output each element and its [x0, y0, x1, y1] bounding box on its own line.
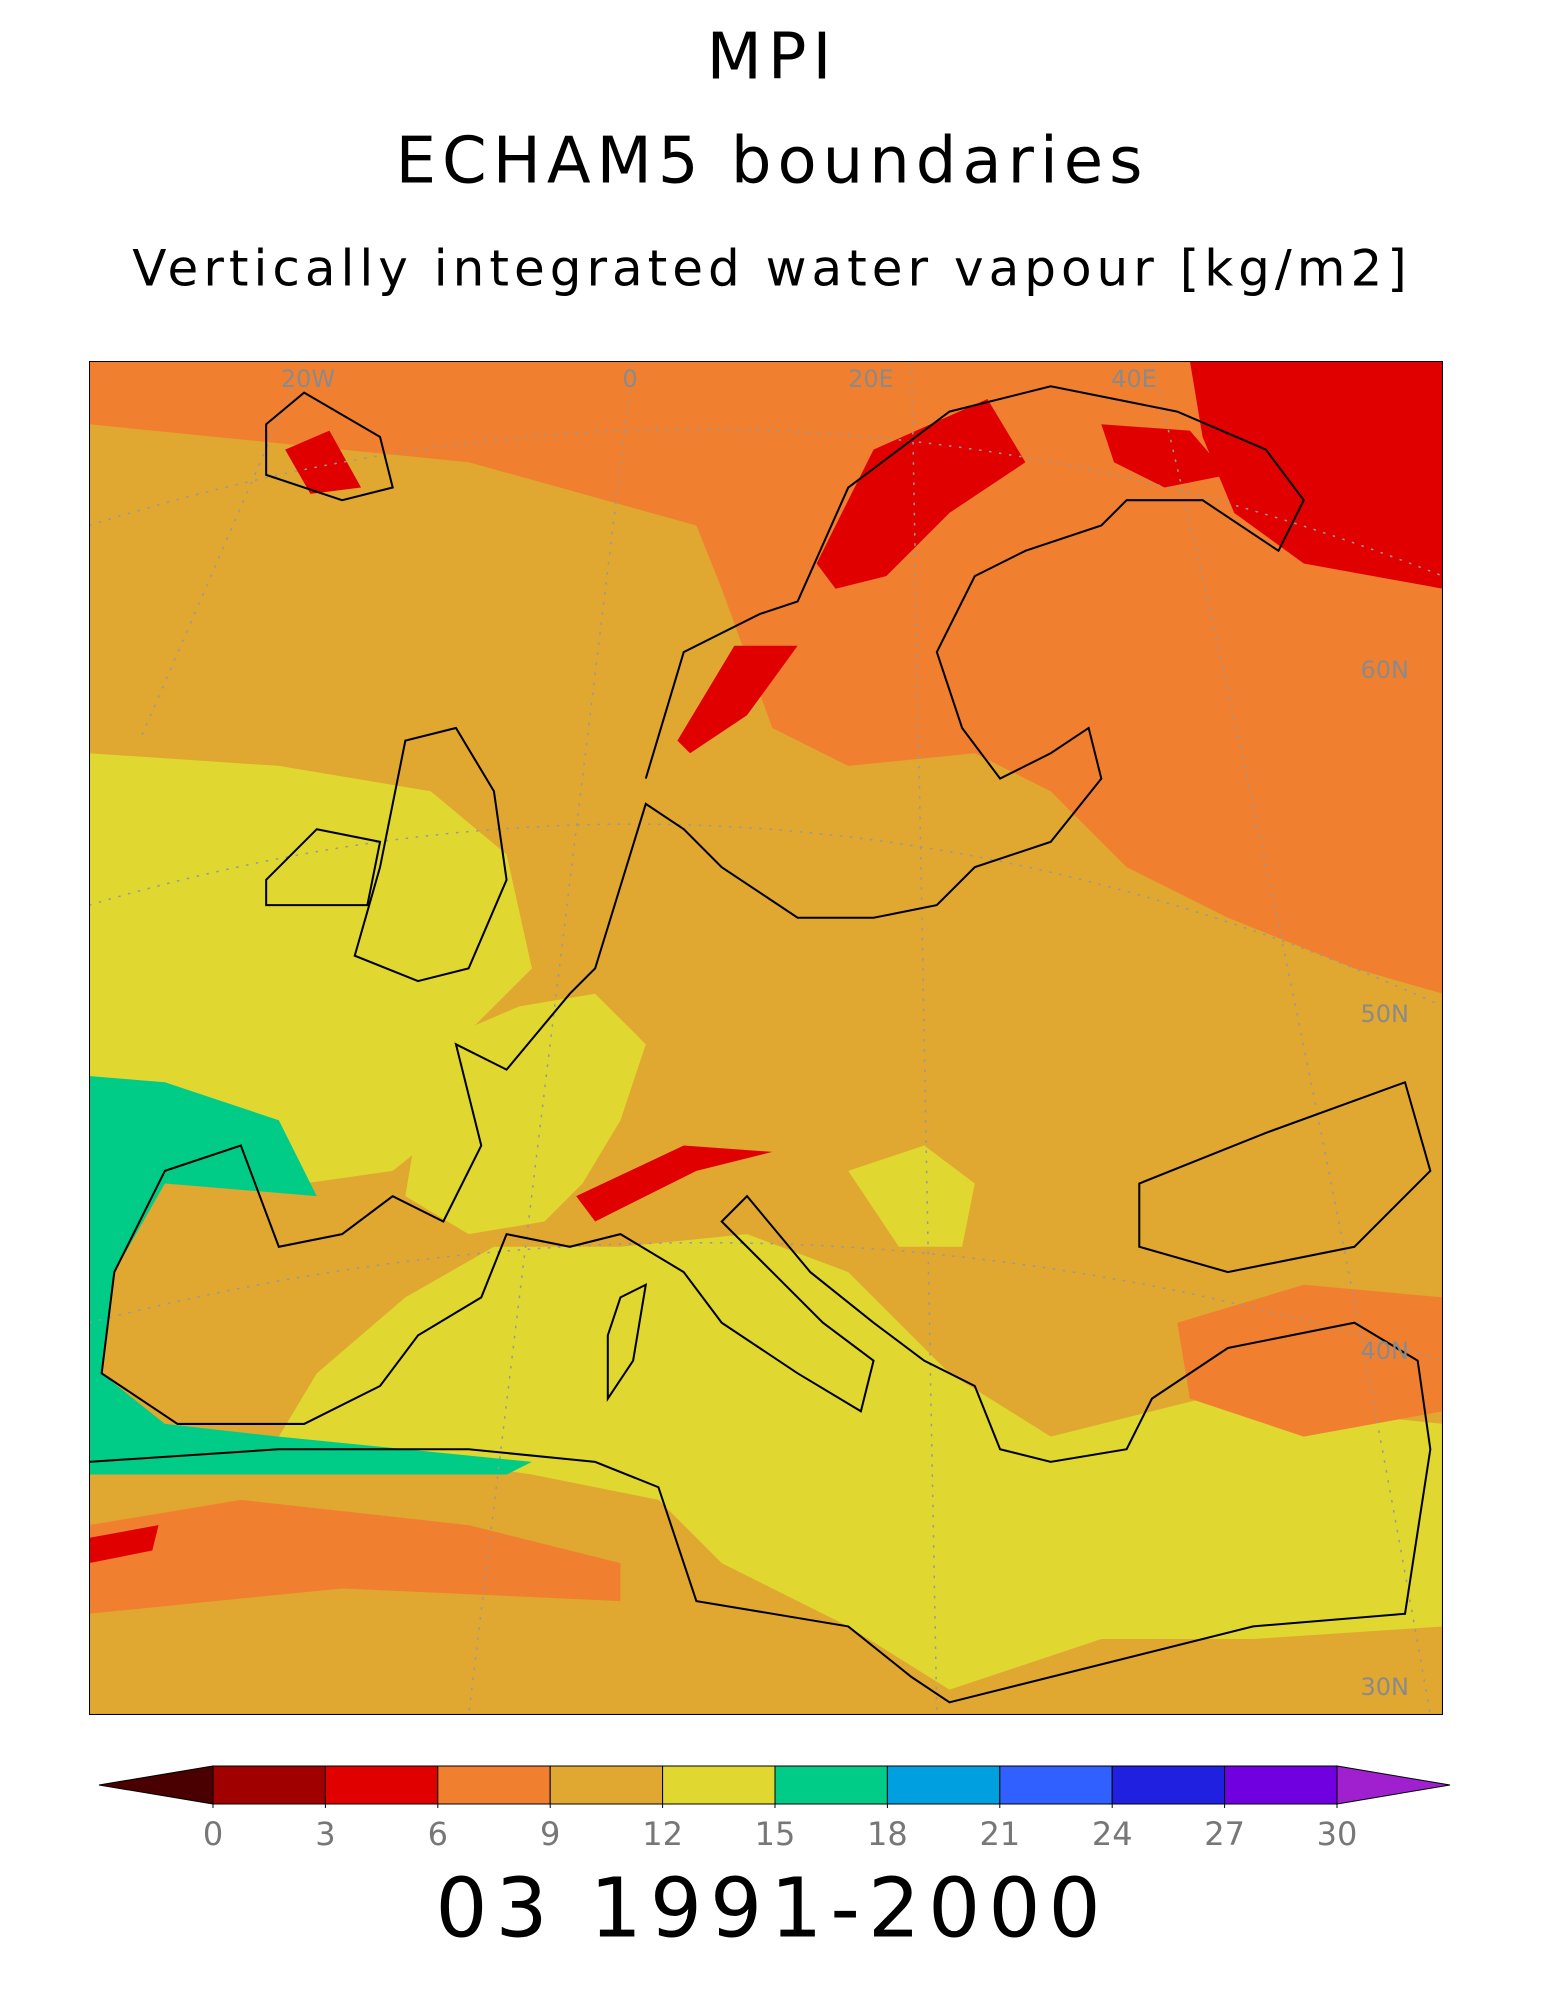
field	[89, 1075, 532, 1475]
field	[1101, 424, 1228, 488]
colorbar-under	[98, 1765, 214, 1805]
tick-label: 18	[867, 1815, 908, 1853]
tick-label: 30	[1317, 1815, 1358, 1853]
color-box	[437, 1765, 551, 1805]
tick-label: 0	[203, 1815, 223, 1853]
map	[89, 361, 1443, 1715]
coast	[353, 726, 508, 983]
field	[848, 1145, 975, 1247]
variable-label: Vertically integrated water vapour [kg/m…	[132, 240, 1412, 298]
graticule	[89, 361, 1443, 1715]
color-box	[1224, 1765, 1338, 1805]
meridian	[1151, 361, 1432, 1715]
period-label: 03 1991-2000	[435, 1861, 1108, 1956]
tick-label: 24	[1092, 1815, 1133, 1853]
field	[1189, 361, 1443, 589]
colorbar: 0 3 6 9 12 15 18 21 24 27 30	[98, 1765, 1451, 1853]
field	[1177, 1284, 1443, 1437]
graticule-label: 20E	[848, 365, 894, 393]
graticule-label: 40N	[1361, 1337, 1410, 1365]
subtitle: ECHAM5 boundaries	[396, 125, 1149, 199]
coast	[606, 1282, 648, 1402]
graticule-label: 30N	[1361, 1673, 1410, 1701]
graticule-label: 20W	[281, 365, 335, 393]
field	[89, 753, 532, 1184]
graticule-label: 0	[622, 365, 637, 393]
graticule-label: 40E	[1111, 365, 1157, 393]
field	[285, 430, 362, 494]
field	[576, 1145, 773, 1222]
color-box	[774, 1765, 888, 1805]
tick-label: 9	[540, 1815, 560, 1853]
tick-label: 12	[642, 1815, 683, 1853]
parallel	[89, 1241, 1443, 1362]
coast	[89, 385, 1432, 1704]
field	[816, 398, 1026, 589]
coast	[1138, 1080, 1432, 1274]
tick-label: 6	[428, 1815, 448, 1853]
graticule-label: 50N	[1361, 1000, 1410, 1028]
coast	[265, 828, 382, 907]
color-box	[324, 1765, 439, 1805]
color-box	[1111, 1765, 1226, 1805]
coast	[265, 391, 394, 502]
field	[89, 1499, 621, 1614]
color-box	[549, 1765, 664, 1805]
field	[405, 993, 646, 1235]
tick-label: 15	[755, 1815, 796, 1853]
parallel	[89, 428, 1443, 577]
field	[278, 1234, 1443, 1690]
color-box	[999, 1765, 1113, 1805]
title: MPI	[707, 21, 838, 95]
color-box	[212, 1765, 326, 1805]
colorbar-over	[1336, 1765, 1451, 1805]
graticule-label: 60N	[1361, 656, 1410, 684]
tick-label: 21	[979, 1815, 1020, 1853]
tick-label: 3	[315, 1815, 335, 1853]
color-box	[886, 1765, 1001, 1805]
coastline	[89, 385, 1432, 1704]
meridian	[138, 361, 305, 741]
tick-label: 27	[1204, 1815, 1245, 1853]
graticule-labels: 20W 0 20E 40E 60N 50N 40N 30N	[281, 365, 1409, 1701]
field	[677, 645, 798, 754]
color-box	[662, 1765, 776, 1805]
